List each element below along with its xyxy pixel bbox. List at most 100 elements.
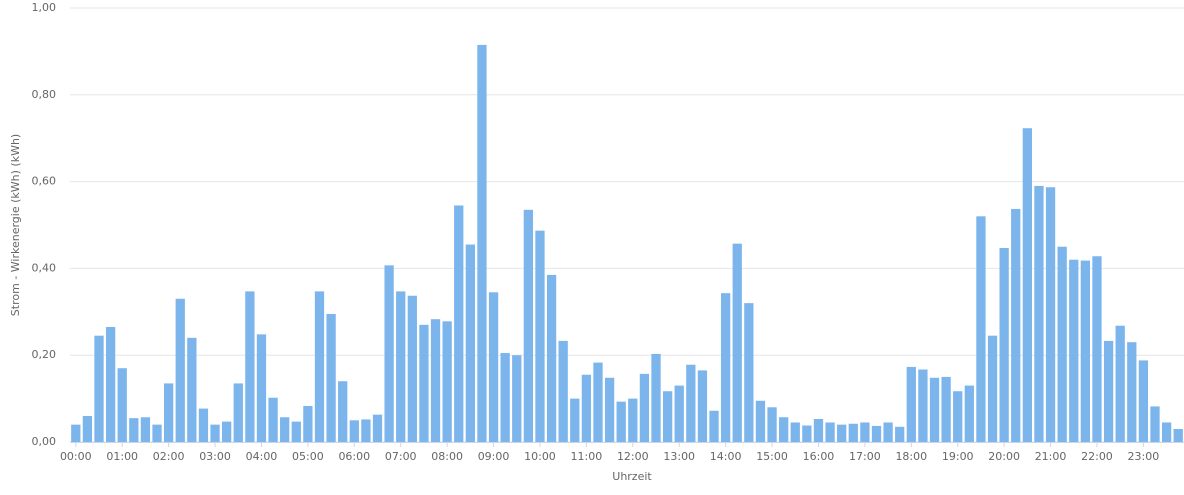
bar	[616, 401, 626, 442]
bar	[314, 291, 325, 442]
x-tick-label: 22:00	[1081, 450, 1113, 463]
bar	[825, 422, 835, 442]
x-tick-label: 12:00	[617, 450, 649, 463]
bar	[651, 353, 661, 442]
bar	[1103, 340, 1114, 442]
bar	[755, 400, 766, 442]
bar	[187, 337, 197, 442]
bar	[349, 420, 359, 442]
bar	[918, 369, 928, 442]
bar	[488, 292, 499, 442]
bar	[941, 376, 951, 442]
bar	[372, 414, 383, 442]
bar	[1080, 260, 1091, 442]
bar	[82, 415, 93, 442]
x-tick-label: 10:00	[524, 450, 556, 463]
bar	[779, 417, 789, 442]
bar	[512, 355, 522, 442]
bar	[523, 209, 534, 442]
bar	[430, 319, 441, 442]
bar	[407, 295, 417, 442]
bar	[1034, 185, 1044, 442]
x-tick-label: 21:00	[1035, 450, 1067, 463]
bar	[674, 385, 684, 442]
y-tick-label: 0,00	[32, 435, 57, 448]
bar	[558, 340, 568, 442]
bar	[1011, 208, 1021, 442]
x-tick-label: 20:00	[988, 450, 1020, 463]
bar	[581, 374, 592, 442]
bar	[163, 383, 174, 442]
bar	[396, 291, 406, 442]
bar	[384, 265, 394, 442]
x-tick-label: 01:00	[106, 450, 138, 463]
y-tick-label: 0,40	[32, 261, 57, 274]
bar	[744, 303, 754, 442]
bar	[140, 417, 151, 442]
bar	[1045, 187, 1056, 442]
bar	[999, 248, 1009, 442]
bar	[454, 205, 464, 442]
bar	[198, 408, 209, 442]
bar	[1173, 428, 1183, 442]
bar	[976, 216, 986, 442]
x-tick-label: 14:00	[710, 450, 742, 463]
bar	[105, 326, 116, 442]
bar	[117, 368, 127, 442]
bar	[1127, 342, 1137, 442]
x-tick-label: 17:00	[849, 450, 881, 463]
bar	[883, 422, 893, 442]
x-tick-label: 07:00	[385, 450, 417, 463]
bar	[1057, 246, 1067, 442]
bar	[1138, 360, 1149, 442]
x-tick-label: 08:00	[431, 450, 463, 463]
bar	[152, 424, 162, 442]
bar	[860, 422, 870, 442]
x-tick-label: 19:00	[942, 450, 974, 463]
y-tick-label: 1,00	[32, 1, 57, 14]
x-axis-title: Uhrzeit	[612, 470, 652, 483]
bar	[709, 410, 719, 442]
bar	[256, 334, 267, 442]
x-tick-label: 23:00	[1128, 450, 1160, 463]
bar	[477, 44, 487, 442]
y-axis-title: Strom - Wirkenergie (kWh) (kWh)	[9, 134, 22, 316]
bar	[361, 419, 371, 442]
bar	[535, 230, 545, 442]
bar	[546, 274, 557, 442]
bar	[210, 424, 220, 442]
bar	[71, 424, 81, 442]
bar	[303, 405, 313, 442]
bar	[1161, 422, 1172, 442]
bar	[570, 398, 580, 442]
bar	[639, 373, 650, 442]
bar	[906, 366, 916, 442]
bar	[686, 364, 696, 442]
bar	[953, 391, 963, 442]
bar	[697, 370, 708, 442]
bar	[268, 397, 278, 442]
bar	[1150, 406, 1160, 442]
bar	[802, 425, 812, 442]
bar	[245, 291, 255, 442]
bar	[964, 385, 974, 442]
x-tick-label: 05:00	[292, 450, 324, 463]
bar	[848, 423, 858, 442]
bar	[871, 425, 882, 442]
bar	[419, 324, 429, 442]
bar	[338, 381, 348, 442]
bar	[222, 421, 232, 442]
bar	[500, 353, 510, 442]
bar	[593, 362, 603, 442]
x-tick-label: 15:00	[756, 450, 788, 463]
x-tick-label: 16:00	[803, 450, 835, 463]
bar	[326, 313, 336, 442]
bar	[813, 418, 824, 442]
bar	[233, 383, 243, 442]
x-tick-label: 02:00	[153, 450, 185, 463]
bar	[732, 243, 742, 442]
bar	[628, 398, 638, 442]
bar	[280, 417, 290, 442]
bar	[1092, 256, 1102, 442]
